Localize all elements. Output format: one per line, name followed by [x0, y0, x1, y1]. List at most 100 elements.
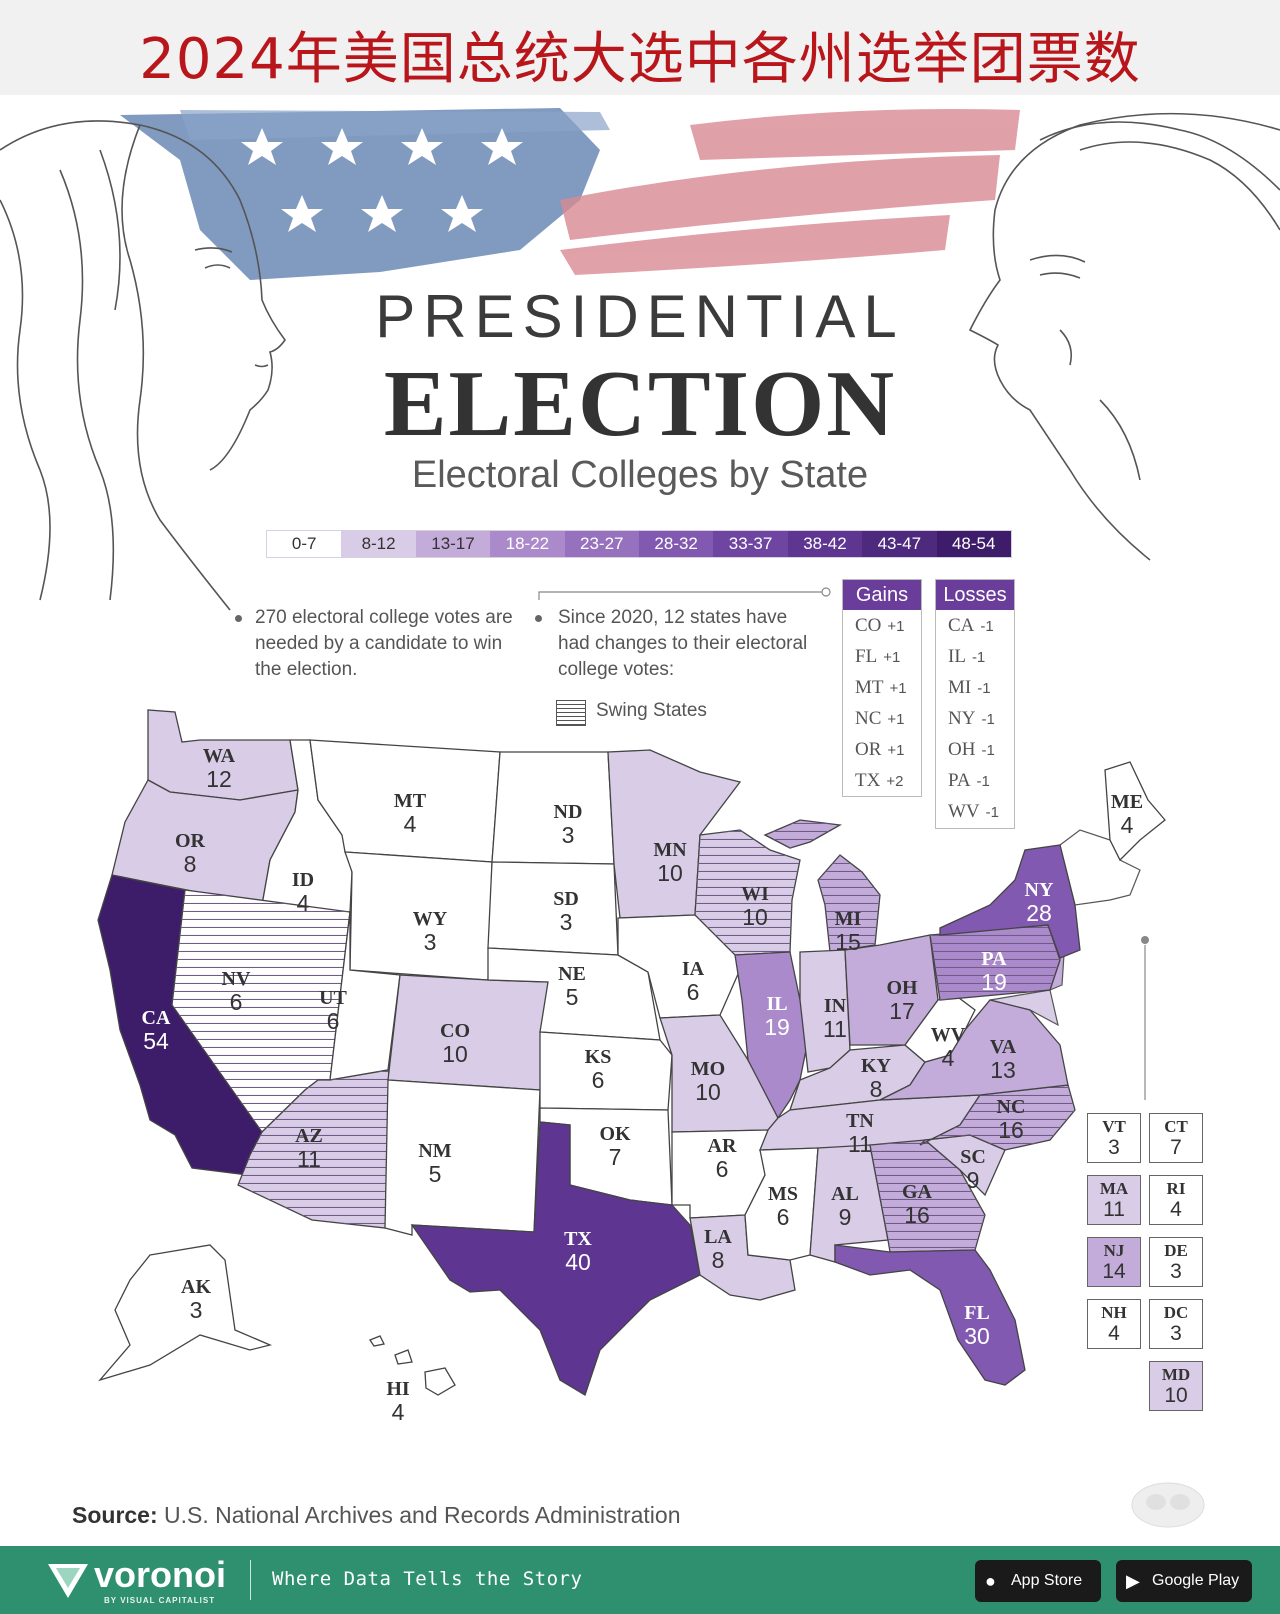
small-state-abbr: NH: [1101, 1303, 1127, 1322]
state-abbr-label: KS: [585, 1046, 612, 1068]
state-votes-label: 30: [964, 1323, 990, 1349]
losses-row: OH -1: [936, 734, 1014, 765]
gains-row: FL +1: [843, 641, 921, 672]
scale-cell-13-17: 13-17: [415, 531, 491, 557]
state-votes-label: 3: [562, 822, 575, 848]
gains-state: MT: [855, 677, 884, 698]
note-bullet: [235, 615, 242, 622]
state-abbr-label: WY: [413, 908, 448, 930]
state-votes-label: 28: [1026, 900, 1052, 926]
state-votes-label: 9: [839, 1204, 852, 1230]
scale-cell-28-32: 28-32: [638, 531, 714, 557]
swing-hatch-nv: [172, 890, 350, 1132]
small-state-box-ri[interactable]: RI 4: [1149, 1175, 1203, 1225]
small-state-abbr: DE: [1164, 1241, 1188, 1260]
state-votes-label: 40: [565, 1249, 591, 1275]
small-state-box-ct[interactable]: CT 7: [1149, 1113, 1203, 1163]
google-play-button[interactable]: ▶ Google Play: [1116, 1560, 1252, 1602]
small-state-votes: 10: [1164, 1384, 1188, 1407]
state-abbr-label: ND: [554, 801, 583, 823]
state-votes-label: 3: [560, 909, 573, 935]
hero-illustration: [0, 108, 1280, 611]
state-votes-label: 4: [297, 890, 310, 916]
state-hi[interactable]: [369, 1335, 456, 1396]
small-state-box-ma[interactable]: MA 11: [1087, 1175, 1141, 1225]
state-votes-label: 6: [230, 989, 243, 1015]
small-state-votes: 3: [1170, 1260, 1182, 1283]
losses-delta: -1: [981, 742, 995, 759]
state-abbr-label: MI: [835, 908, 862, 930]
state-abbr-label: CO: [440, 1020, 470, 1042]
state-abbr-label: WI: [741, 883, 769, 905]
small-state-box-dc[interactable]: DC 3: [1149, 1299, 1203, 1349]
gains-delta: +1: [889, 680, 907, 697]
small-state-votes: 3: [1108, 1136, 1120, 1159]
state-ny[interactable]: [939, 844, 1081, 959]
scale-cell-18-22: 18-22: [490, 531, 565, 557]
state-il[interactable]: [734, 951, 809, 1120]
losses-delta: -1: [977, 680, 991, 697]
state-abbr-label: AK: [181, 1276, 211, 1298]
state-votes-label: 12: [206, 766, 232, 792]
state-abbr-label: WA: [203, 745, 236, 767]
small-state-box-nh[interactable]: NH 4: [1087, 1299, 1141, 1349]
state-votes-label: 19: [981, 969, 1007, 995]
small-state-box-md[interactable]: MD 10: [1149, 1361, 1203, 1411]
state-votes-label: 13: [990, 1057, 1016, 1083]
state-votes-label: 6: [777, 1204, 790, 1230]
state-abbr-label: OR: [175, 830, 206, 852]
swing-hatch-mi: [765, 820, 880, 952]
source-text: U.S. National Archives and Records Admin…: [164, 1502, 681, 1528]
state-abbr-label: HI: [386, 1378, 410, 1400]
color-scale-legend: 0-7 8-12 13-17 18-22 23-27 28-32 33-37 38-42 43-…: [266, 530, 1012, 558]
gains-delta: +1: [887, 711, 905, 728]
losses-delta: -1: [980, 618, 994, 635]
state-votes-label: 10: [442, 1041, 468, 1067]
gains-delta: +1: [883, 649, 901, 666]
state-votes-label: 7: [609, 1144, 622, 1170]
gains-row: TX +2: [843, 765, 921, 796]
state-nm[interactable]: [384, 1079, 541, 1236]
gains-state: NC: [855, 708, 882, 729]
scale-cell-33-37: 33-37: [713, 531, 788, 557]
gains-delta: +1: [887, 618, 905, 635]
state-ks[interactable]: [539, 1031, 673, 1111]
small-state-box-nj[interactable]: NJ 14: [1087, 1237, 1141, 1287]
losses-state: PA: [948, 770, 971, 791]
losses-row: NY -1: [936, 703, 1014, 734]
state-votes-label: 17: [889, 998, 915, 1024]
footer-bar: voronoi BY VISUAL CAPITALIST Where Data …: [0, 1546, 1280, 1614]
state-abbr-label: ID: [292, 869, 314, 891]
state-votes-label: 4: [392, 1399, 405, 1425]
state-abbr-label: UT: [319, 987, 347, 1009]
losses-state: MI: [948, 677, 972, 698]
play-icon: ▶: [1126, 1571, 1140, 1591]
state-me[interactable]: [1104, 761, 1166, 862]
page-title: 2024年美国总统大选中各州选举团票数: [139, 27, 1141, 92]
state-abbr-label: FL: [964, 1302, 990, 1324]
title-presidential: PRESIDENTIAL: [375, 283, 905, 350]
swing-hatch-nc: [920, 1085, 1075, 1150]
state-ak[interactable]: [98, 1244, 273, 1382]
flag-blue-stroke: [120, 108, 600, 280]
state-votes-label: 8: [712, 1247, 725, 1273]
gains-state: TX: [855, 770, 881, 791]
google-play-label: Google Play: [1152, 1572, 1240, 1589]
app-store-button[interactable]: ● App Store: [975, 1560, 1101, 1602]
state-votes-label: 6: [716, 1156, 729, 1182]
state-abbr-label: WV: [931, 1024, 966, 1046]
state-votes-label: 3: [424, 929, 437, 955]
flag-stars: [241, 128, 523, 232]
state-votes-label: 11: [848, 1131, 872, 1157]
state-wy[interactable]: [344, 851, 493, 981]
state-abbr-label: KY: [861, 1055, 892, 1077]
state-fl[interactable]: [834, 1244, 1026, 1386]
small-state-box-de[interactable]: DE 3: [1149, 1237, 1203, 1287]
losses-row: MI -1: [936, 672, 1014, 703]
voronoi-logo-icon: [48, 1564, 88, 1598]
note-270-needed: 270 electoral college votes are needed b…: [255, 607, 513, 680]
left-portrait-sketch: [0, 120, 286, 611]
gains-row: MT +1: [843, 672, 921, 703]
small-state-box-vt[interactable]: VT 3: [1087, 1113, 1141, 1163]
scale-cell-8-12: 8-12: [341, 531, 416, 557]
